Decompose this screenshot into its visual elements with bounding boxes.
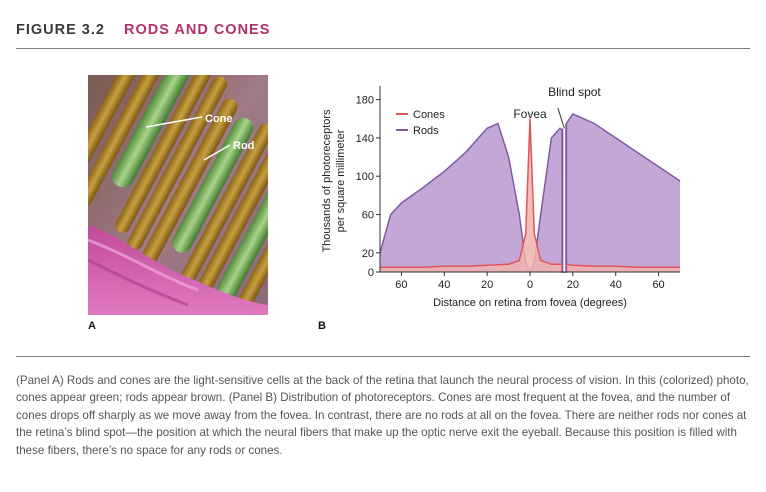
y-tick-label: 60 xyxy=(362,210,374,222)
cones-line xyxy=(380,118,680,273)
y-axis-label-line-1: Thousands of photoreceptors xyxy=(321,109,333,253)
cone-label: Cone xyxy=(205,113,233,125)
y-tick-label: 140 xyxy=(356,133,374,145)
panel-a-label: A xyxy=(88,320,96,332)
annotation-blind-spot: Blind spot xyxy=(548,85,601,99)
cones-area xyxy=(380,118,680,272)
legend-label-rods: Rods xyxy=(413,125,439,137)
panel-a-photo: Cone Rod xyxy=(88,75,268,315)
y-axis-label-line-2: per square millimeter xyxy=(335,129,347,232)
rods-line xyxy=(379,112,681,274)
rods-area xyxy=(380,113,680,273)
blind-spot-pointer-line xyxy=(557,107,565,129)
legend-label-cones: Cones xyxy=(413,109,445,121)
figure-number: FIGURE 3.2 xyxy=(16,22,105,38)
rod-pointer-line xyxy=(203,144,231,161)
y-tick-label: 100 xyxy=(356,171,374,183)
x-tick-label: 60 xyxy=(395,279,407,291)
x-tick-label: 60 xyxy=(652,279,664,291)
top-rule xyxy=(16,48,750,49)
y-tick-label: 180 xyxy=(356,95,374,107)
rod-label: Rod xyxy=(233,140,254,152)
photoreceptor-distribution-chart: 0 20 60 100 140 180 60 40 20 0 20 40 60 Thousands o… xyxy=(321,85,681,309)
x-tick-group: 60 40 20 0 20 40 60 xyxy=(395,272,665,291)
x-tick-label: 40 xyxy=(438,279,450,291)
chart-marks xyxy=(379,90,681,274)
retina-micrograph-image: Cone Rod xyxy=(88,75,268,315)
x-axis-label: Distance on retina from fovea (degrees) xyxy=(433,297,627,309)
legend: Cones Rods xyxy=(396,109,445,137)
blind-spot-gap xyxy=(562,90,566,272)
figure-name: RODS AND CONES xyxy=(124,22,271,38)
annotation-fovea: Fovea xyxy=(513,107,547,121)
x-tick-label: 20 xyxy=(481,279,493,291)
figure-caption: (Panel A) Rods and cones are the light-s… xyxy=(16,374,749,457)
x-tick-label: 20 xyxy=(567,279,579,291)
y-tick-group: 0 20 60 100 140 180 xyxy=(356,95,380,279)
x-tick-label: 40 xyxy=(610,279,622,291)
caption-rule xyxy=(16,356,750,357)
panel-b-label: B xyxy=(318,320,326,332)
cone-pointer-line xyxy=(145,116,203,128)
y-tick-label: 20 xyxy=(362,248,374,260)
x-tick-label: 0 xyxy=(527,279,533,291)
figure-title: FIGURE 3.2 RODS AND CONES xyxy=(16,22,270,38)
y-tick-label: 0 xyxy=(368,267,374,279)
